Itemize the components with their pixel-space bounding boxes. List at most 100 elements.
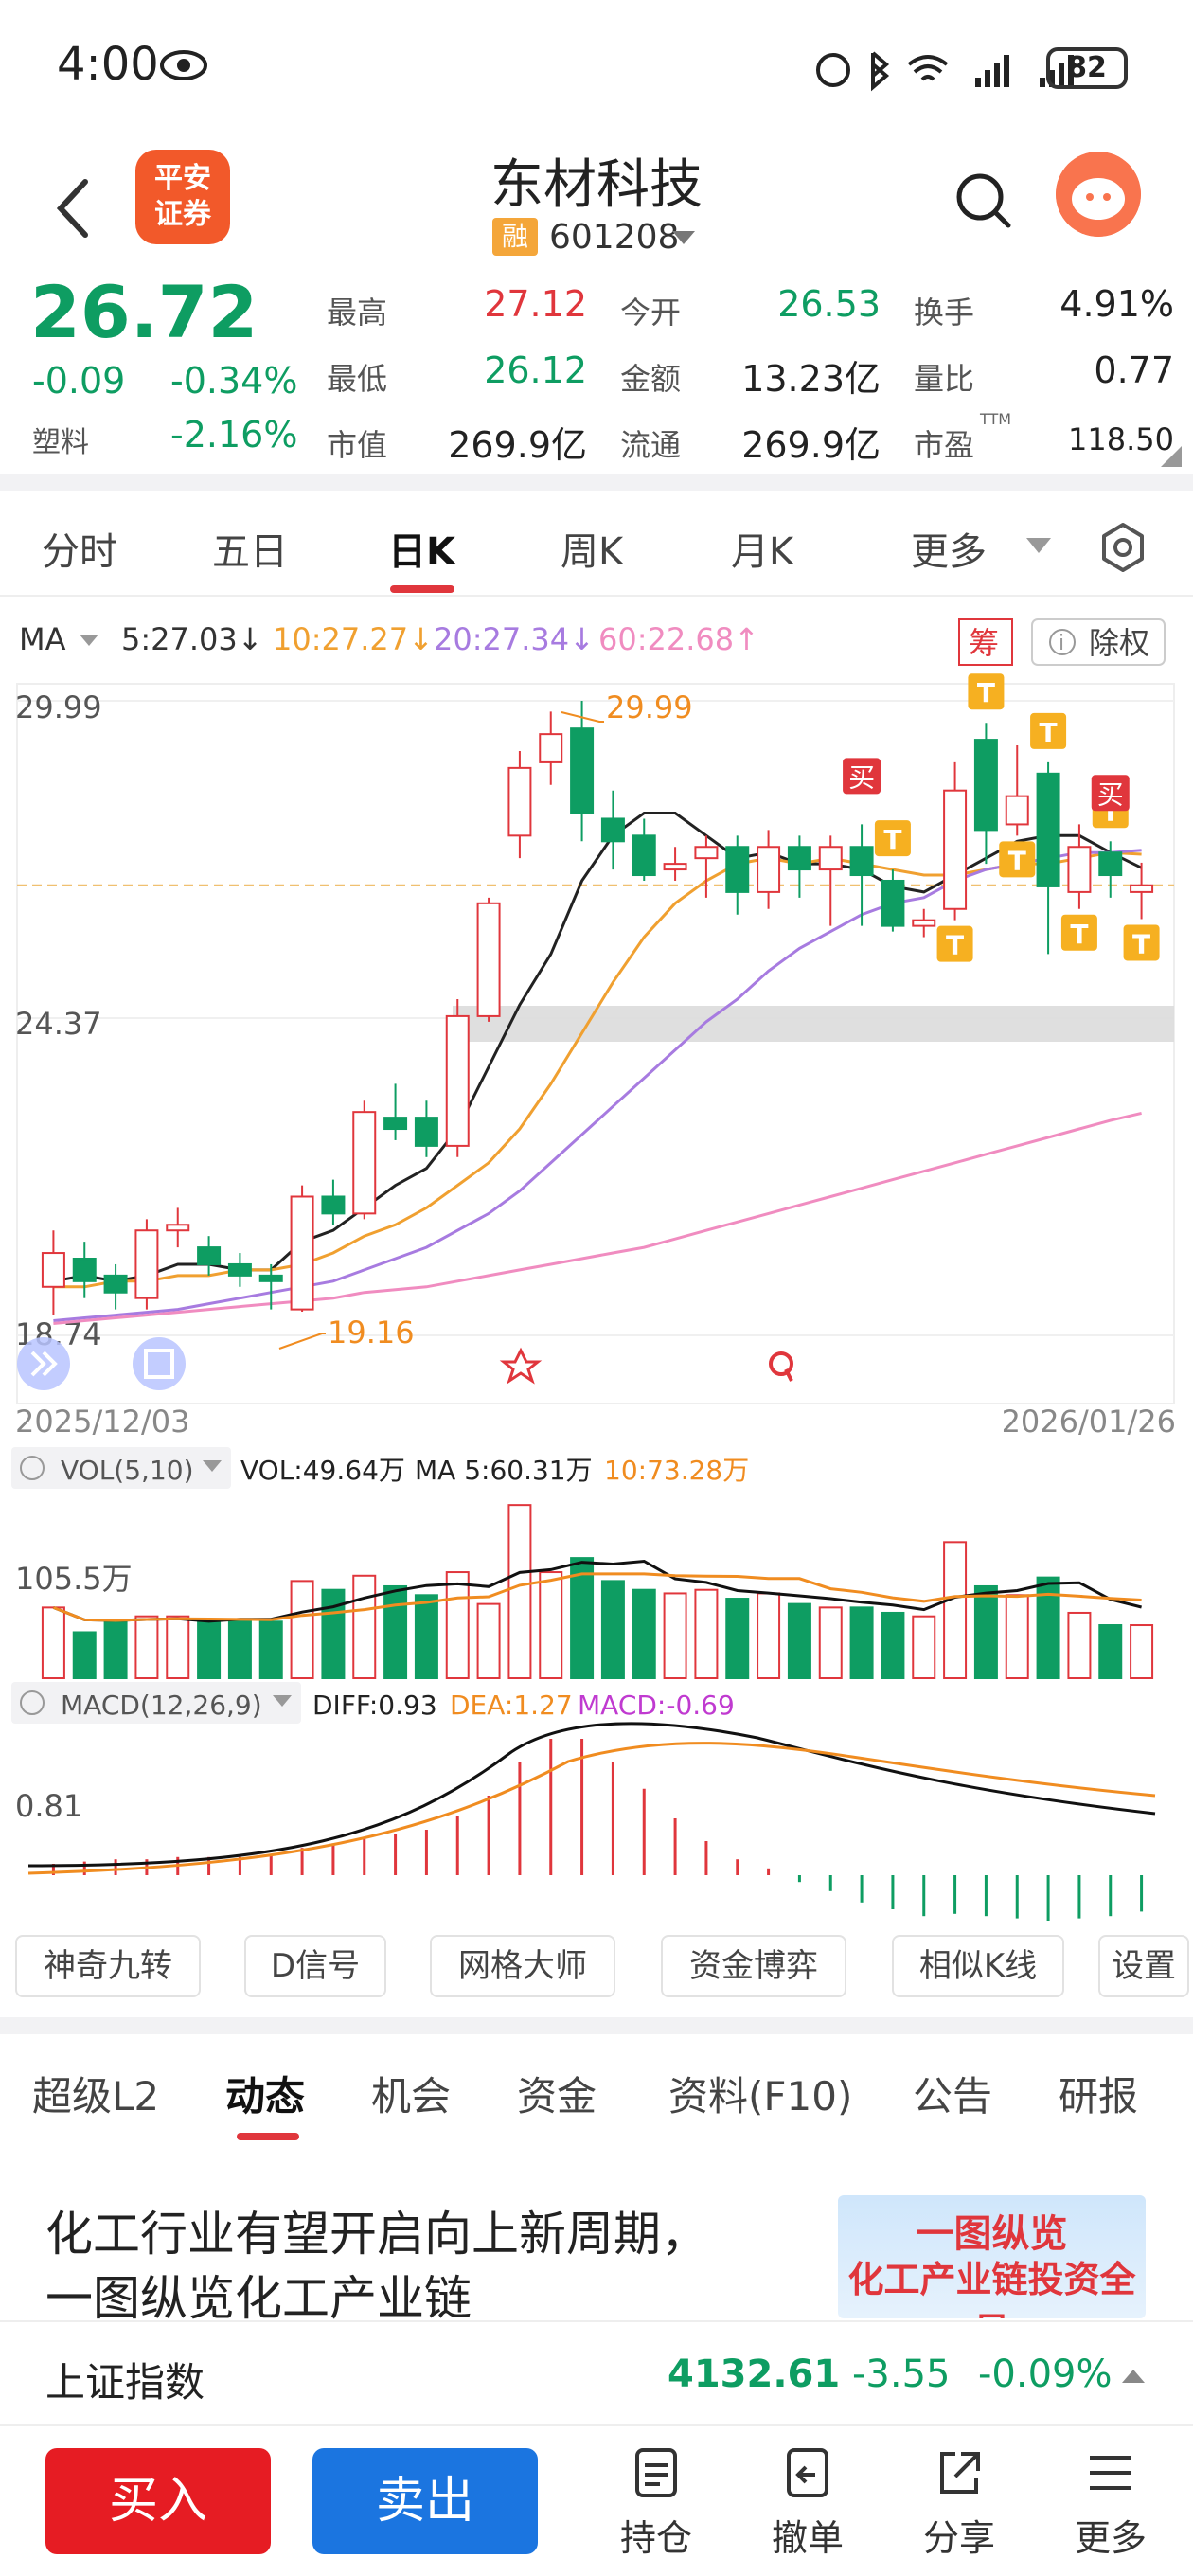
tab-month-k[interactable]: 月K [731, 530, 794, 574]
volume-bar [1005, 1594, 1029, 1680]
chevron-up-icon[interactable] [1122, 2370, 1145, 2383]
news-title-line1[interactable]: 化工行业有望开启向上新周期， [45, 2207, 708, 2262]
expand-corner-icon[interactable] [1161, 446, 1182, 467]
sector-change-pct[interactable]: -2.16% [170, 414, 298, 456]
status-icons [816, 51, 1074, 92]
event-q-icon[interactable] [769, 1351, 793, 1376]
tab-week-k[interactable]: 周K [561, 530, 624, 574]
tab-more[interactable]: 更多 [911, 530, 987, 574]
last-price: 26.72 [30, 270, 258, 354]
event-star-icon[interactable] [499, 1347, 543, 1385]
tool-settings[interactable]: 设置 [1098, 1935, 1189, 1997]
tab-day-k[interactable]: 日K [388, 530, 455, 574]
tab-five-day[interactable]: 五日 [212, 530, 288, 574]
tab-announcements[interactable]: 公告 [913, 2073, 993, 2120]
t-marker-label: T [883, 824, 901, 855]
t-marker [874, 820, 911, 857]
tab-intraday[interactable]: 分时 [42, 530, 117, 574]
chevron-down-icon[interactable] [672, 231, 695, 244]
search-button[interactable] [952, 169, 1016, 233]
volume-ratio-label: 量比 [914, 361, 975, 397]
candle [787, 846, 811, 871]
sector-label[interactable]: 塑料 [32, 426, 89, 459]
gear-icon[interactable] [1096, 521, 1149, 574]
index-ticker-bar[interactable]: 上证指数 4132.61 -3.55 -0.09% [0, 2320, 1193, 2426]
vol-indicator-select[interactable] [11, 1447, 231, 1489]
kline-frame [16, 683, 1175, 1404]
tab-funds[interactable]: 资金 [517, 2073, 597, 2120]
candle [818, 846, 843, 871]
macd-histogram [51, 1739, 1144, 1921]
buy-button[interactable]: 买入 [45, 2448, 271, 2554]
pressure-band [453, 1006, 1174, 1042]
more-button[interactable]: 更多 [1059, 2446, 1163, 2561]
candle [507, 766, 532, 837]
candle [1067, 846, 1092, 893]
axis-high-label: 29.99 [15, 689, 102, 725]
chevron-down-icon[interactable] [203, 1460, 222, 1472]
turnover-label: 换手 [914, 295, 975, 331]
stock-code[interactable]: 601208 [549, 218, 680, 257]
holdings-button[interactable]: 持仓 [604, 2446, 708, 2561]
volume-bar [41, 1606, 65, 1679]
chips-button[interactable] [958, 618, 1013, 666]
tool-fund-game[interactable]: 资金博弈 [661, 1935, 846, 1997]
volume-bar [227, 1620, 252, 1679]
sell-button[interactable]: 卖出 [312, 2448, 538, 2554]
status-bar: 4:00 82 [0, 0, 1193, 133]
t-marker [1030, 712, 1067, 749]
macd-indicator-select[interactable] [11, 1682, 301, 1724]
buy-marker-label: 买 [1097, 778, 1124, 810]
tab-opportunity[interactable]: 机会 [371, 2073, 452, 2120]
candle [539, 733, 563, 763]
tool-similar-k[interactable]: 相似K线 [892, 1935, 1064, 1997]
volume-bar [973, 1584, 998, 1679]
alarm-icon [816, 53, 850, 87]
tab-f10[interactable]: 资料(F10) [668, 2073, 853, 2120]
macd-indicator[interactable]: MACD(12,26,9) [61, 1690, 262, 1721]
volume-bar [570, 1557, 595, 1679]
volume-bar [849, 1606, 874, 1679]
ma-label[interactable]: MA [19, 621, 66, 657]
vol-ma5: MA 5:60.31万 [415, 1455, 593, 1486]
cancel-order-button[interactable]: 撤单 [756, 2446, 860, 2561]
t-marker-label: T [1040, 717, 1058, 748]
chips-button-label[interactable]: 筹 [969, 625, 999, 661]
index-name: 上证指数 [45, 2359, 205, 2406]
back-button[interactable] [47, 170, 104, 246]
volume-bar [476, 1602, 501, 1680]
kline-chart[interactable]: MA 5:27.03↓ 10:27.27↓ 20:27.34↓ 60:22.68… [0, 606, 1193, 1932]
exrights-button-label[interactable]: 除权 [1089, 625, 1149, 661]
tab-dynamic[interactable]: 动态 [225, 2073, 306, 2120]
broker-logo-line2: 证券 [154, 198, 211, 231]
volume-bar [600, 1580, 625, 1680]
turnover-value: 4.91% [1059, 283, 1174, 325]
volume-bar [383, 1584, 408, 1679]
volume-bar [290, 1580, 314, 1680]
battery-indicator: 82 [1046, 47, 1128, 89]
share-button[interactable]: 分享 [907, 2446, 1011, 2561]
news-thumbnail[interactable]: 一图纵览 化工产业链投资全景 [838, 2195, 1146, 2318]
tab-super-l2[interactable]: 超级L2 [32, 2073, 160, 2120]
news-title-line2[interactable]: 一图纵览化工产业链 [45, 2271, 472, 2326]
chevron-down-icon[interactable] [1026, 538, 1051, 555]
candle [600, 817, 625, 843]
low-value: 26.12 [484, 349, 587, 391]
event-q-tail[interactable] [784, 1368, 793, 1382]
tool-grid-master[interactable]: 网格大师 [430, 1935, 615, 1997]
tab-research[interactable]: 研报 [1059, 2073, 1139, 2120]
fullscreen-icon[interactable] [144, 1349, 174, 1379]
macd-axis-label: 0.81 [15, 1788, 82, 1824]
assistant-avatar[interactable] [1056, 152, 1141, 237]
chevron-down-icon[interactable] [273, 1695, 292, 1707]
ma5-value: 5:27.03↓ [121, 621, 263, 657]
tool-d-signal[interactable]: D信号 [244, 1935, 386, 1997]
news-title[interactable]: 化工行业有望开启向上新周期， 一图纵览化工产业链 [45, 2202, 784, 2331]
t-marker [936, 925, 973, 962]
chevron-down-icon[interactable] [80, 635, 98, 646]
vol-indicator[interactable]: VOL(5,10) [61, 1455, 194, 1486]
candle [663, 863, 687, 871]
double-chevron-icon[interactable] [30, 1351, 58, 1377]
tool-magic-nine[interactable]: 神奇九转 [15, 1935, 201, 1997]
fullscreen-button[interactable] [133, 1337, 186, 1390]
